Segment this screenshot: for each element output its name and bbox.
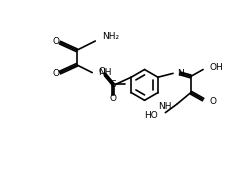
Text: O: O <box>53 37 60 46</box>
Text: NH₂: NH₂ <box>102 32 119 41</box>
Text: O: O <box>99 66 106 76</box>
Text: NH: NH <box>158 102 172 111</box>
Text: S: S <box>110 80 116 89</box>
Text: N: N <box>177 69 184 78</box>
Text: O: O <box>209 97 216 106</box>
Text: O: O <box>53 69 60 78</box>
Text: NH: NH <box>98 68 112 77</box>
Text: HO: HO <box>144 111 158 120</box>
Text: OH: OH <box>209 64 223 72</box>
Text: O: O <box>109 94 116 103</box>
